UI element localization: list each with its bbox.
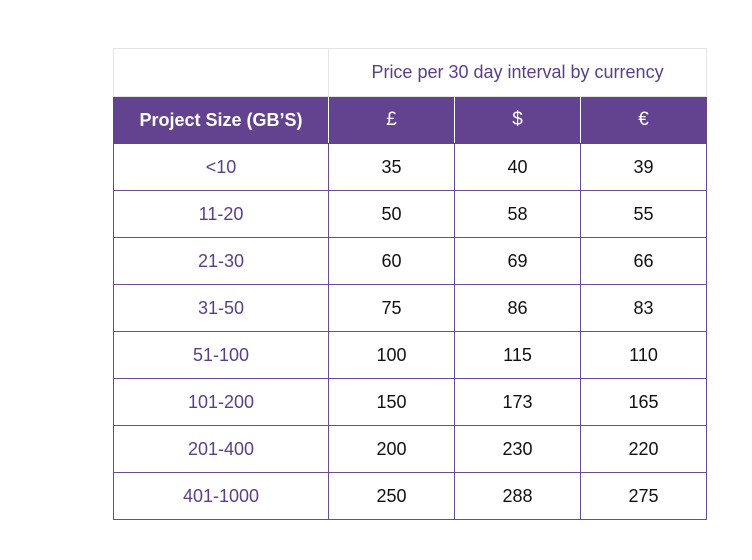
table-row: 51-100 100 115 110	[113, 331, 708, 379]
price-eur-cell: 55	[579, 190, 708, 238]
project-size-cell: 201-400	[113, 425, 329, 473]
price-eur-cell: 39	[579, 143, 708, 191]
header-project-size: Project Size (GB’S)	[113, 96, 329, 144]
header-row: Project Size (GB’S) £ $ €	[113, 96, 708, 144]
table-row: 21-30 60 69 66	[113, 237, 708, 285]
price-gbp-cell: 75	[328, 284, 455, 332]
price-eur-cell: 83	[579, 284, 708, 332]
table-row: 31-50 75 86 83	[113, 284, 708, 332]
pricing-table-container: Price per 30 day interval by currency Pr…	[113, 48, 708, 520]
table-row: <10 35 40 39	[113, 143, 708, 191]
caption-empty-cell	[113, 48, 329, 97]
table-caption: Price per 30 day interval by currency	[327, 48, 708, 97]
price-gbp-cell: 50	[328, 190, 455, 238]
price-eur-cell: 66	[579, 237, 708, 285]
project-size-cell: <10	[113, 143, 329, 191]
price-usd-cell: 230	[454, 425, 581, 473]
price-eur-cell: 110	[579, 331, 708, 379]
price-gbp-cell: 200	[328, 425, 455, 473]
project-size-cell: 31-50	[113, 284, 329, 332]
table-row: 201-400 200 230 220	[113, 425, 708, 473]
caption-row: Price per 30 day interval by currency	[113, 48, 708, 97]
price-usd-cell: 69	[454, 237, 581, 285]
price-gbp-cell: 150	[328, 378, 455, 426]
price-usd-cell: 173	[454, 378, 581, 426]
pricing-table: Price per 30 day interval by currency Pr…	[113, 48, 708, 520]
price-gbp-cell: 250	[328, 472, 455, 520]
price-gbp-cell: 35	[328, 143, 455, 191]
project-size-cell: 401-1000	[113, 472, 329, 520]
project-size-cell: 21-30	[113, 237, 329, 285]
price-eur-cell: 275	[579, 472, 708, 520]
price-gbp-cell: 60	[328, 237, 455, 285]
price-gbp-cell: 100	[328, 331, 455, 379]
price-usd-cell: 115	[454, 331, 581, 379]
header-eur: €	[579, 96, 708, 144]
table-row: 101-200 150 173 165	[113, 378, 708, 426]
price-eur-cell: 165	[579, 378, 708, 426]
price-usd-cell: 288	[454, 472, 581, 520]
project-size-cell: 101-200	[113, 378, 329, 426]
table-row: 11-20 50 58 55	[113, 190, 708, 238]
price-usd-cell: 40	[454, 143, 581, 191]
header-usd: $	[454, 96, 581, 144]
price-usd-cell: 58	[454, 190, 581, 238]
price-usd-cell: 86	[454, 284, 581, 332]
project-size-cell: 51-100	[113, 331, 329, 379]
price-eur-cell: 220	[579, 425, 708, 473]
table-row: 401-1000 250 288 275	[113, 472, 708, 520]
header-gbp: £	[328, 96, 455, 144]
project-size-cell: 11-20	[113, 190, 329, 238]
